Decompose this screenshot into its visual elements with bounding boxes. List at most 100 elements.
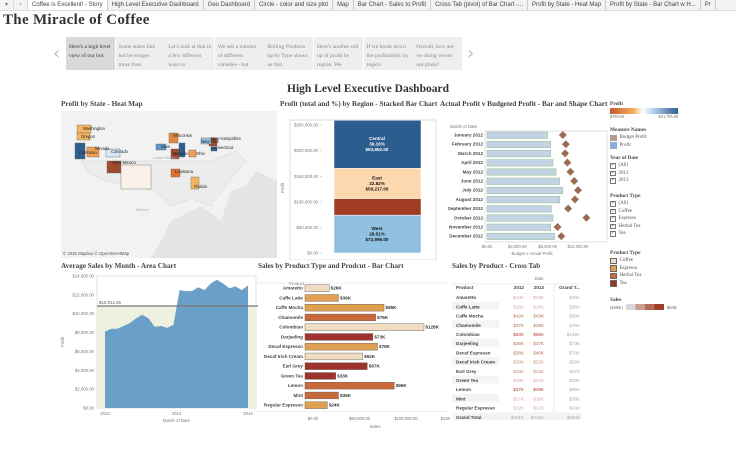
checkbox-checked-icon[interactable]: ✓	[610, 201, 616, 207]
budget-diamond[interactable]	[566, 167, 575, 176]
state-new-york[interactable]	[200, 137, 212, 145]
state-iowa[interactable]	[155, 143, 167, 151]
filter-option[interactable]: ✓ 2013	[610, 177, 638, 185]
sheet-tab[interactable]: Pr	[701, 0, 716, 10]
sheet-tab[interactable]: Map	[333, 0, 354, 10]
story-point[interactable]: We sell a number of different varieties …	[214, 37, 264, 70]
profit-bar[interactable]	[486, 131, 548, 139]
story-point[interactable]: Rolling Products up by Type shows us tha…	[264, 37, 314, 70]
legend-item[interactable]: Budget Profit	[610, 134, 647, 142]
area-chart[interactable]: $0.00 $2,000.00 $4,000.00 $6,000.00 $8,000.0…	[56, 272, 258, 432]
state-wisconsin[interactable]	[168, 132, 179, 144]
product-bar[interactable]	[304, 343, 378, 351]
state-colorado[interactable]	[105, 148, 121, 158]
sheet-tab[interactable]: Profit by State - Bar Chart w H...	[606, 0, 701, 10]
state-ohio[interactable]	[188, 149, 197, 158]
state-texas[interactable]	[120, 164, 152, 190]
product-bar[interactable]	[304, 294, 339, 302]
state-florida[interactable]	[190, 176, 200, 190]
checkbox-checked-icon[interactable]: ✓	[610, 223, 616, 229]
cross-tab[interactable]: Date Product 2012 2013 Grand T... Amaretto $13…	[450, 272, 610, 432]
checkbox-checked-icon[interactable]: ✓	[610, 231, 616, 237]
filter-option[interactable]: ✓ 2012	[610, 170, 638, 178]
profit-bar[interactable]	[486, 150, 551, 158]
budget-diamond[interactable]	[553, 223, 562, 231]
product-bar[interactable]	[304, 372, 336, 380]
sheet-tab[interactable]: Profit by State - Heat Map	[528, 0, 607, 10]
checkbox-checked-icon[interactable]: ✓	[610, 216, 616, 222]
story-point[interactable]: If we break down the profitability by re…	[363, 37, 413, 70]
product-bar[interactable]	[304, 304, 385, 312]
checkbox-checked-icon[interactable]: ✓	[610, 170, 616, 176]
profit-bar[interactable]	[486, 177, 561, 185]
profit-bar[interactable]	[486, 159, 554, 167]
legend-item[interactable]: Profit	[610, 142, 647, 150]
heat-map[interactable]: Washington Oregon CaliforniaNevadaColorado…	[61, 111, 277, 258]
checkbox-checked-icon[interactable]: ✓	[610, 178, 616, 184]
bar-segment-south[interactable]	[333, 198, 422, 216]
product-bar[interactable]	[304, 323, 425, 331]
profit-bar[interactable]	[486, 223, 551, 231]
filter-label: Herbal Tea	[618, 223, 641, 229]
profit-bar[interactable]	[486, 140, 551, 148]
sheet-tab[interactable]: Circle - color and size plot	[255, 0, 334, 10]
state-louisiana[interactable]	[170, 168, 181, 178]
filter-option[interactable]: ✓ Espresso	[610, 215, 640, 223]
sheet-tab[interactable]: Cross Tab (pivot) of Bar Chart -...	[431, 0, 529, 10]
state-nevada[interactable]	[86, 146, 100, 158]
filter-option[interactable]: ✓ (All)	[610, 162, 638, 170]
state-illinois[interactable]	[178, 142, 186, 158]
story-point[interactable]: Here's another roll up of profit by regi…	[314, 37, 363, 70]
bar-segment-central[interactable]	[333, 119, 422, 169]
product-bar[interactable]	[304, 382, 395, 390]
state-california[interactable]	[74, 142, 86, 160]
budget-diamond[interactable]	[570, 177, 579, 185]
budget-vs-actual-chart[interactable]: Month of Date January 2012 February 2012 Ma…	[440, 118, 608, 260]
state-oregon[interactable]	[76, 132, 91, 141]
checkbox-checked-icon[interactable]: ✓	[610, 163, 616, 169]
budget-diamond[interactable]	[561, 140, 570, 149]
tab-menu-icon[interactable]: ▾	[0, 0, 14, 10]
legend-item[interactable]: Coffee	[610, 257, 641, 265]
sheet-tab[interactable]: Bar Chart - Sales to Profit	[354, 0, 432, 10]
checkbox-checked-icon[interactable]: ✓	[610, 208, 616, 214]
filter-option[interactable]: ✓ Herbal Tea	[610, 223, 640, 231]
sheet-tab[interactable]: Geo Dashboard	[204, 0, 256, 10]
product-bar[interactable]	[304, 333, 374, 341]
profit-bar[interactable]	[486, 205, 552, 213]
bar-segment-east[interactable]	[333, 167, 422, 199]
state-connecticut[interactable]	[210, 146, 218, 152]
legend-item[interactable]: Tea	[610, 280, 641, 288]
area-series[interactable]	[105, 279, 248, 408]
bar-segment-west[interactable]	[333, 214, 422, 254]
budget-diamond[interactable]	[563, 158, 572, 167]
sheet-tab[interactable]: High Level Executive Dashboard	[108, 0, 204, 10]
product-bar[interactable]	[304, 401, 328, 409]
profit-bar[interactable]	[486, 168, 557, 176]
product-bar[interactable]	[304, 391, 339, 400]
tab-scroll-left-icon[interactable]: ‹	[14, 0, 28, 10]
story-point[interactable]: Some states like hot beverages more than	[115, 37, 165, 70]
filter-option[interactable]: ✓ (All)	[610, 200, 640, 208]
next-story-point-icon[interactable]: ›	[467, 43, 475, 64]
filter-option[interactable]: ✓ Coffee	[610, 208, 640, 216]
filter-option[interactable]: ✓ Tea	[610, 230, 640, 238]
year_filter-title: Year of Date	[610, 155, 639, 161]
stacked-bar-chart[interactable]: $0.00 $50,000.00 $100,000.00 $150,000.00 $20…	[280, 118, 438, 260]
legend-item[interactable]: Espresso	[610, 265, 641, 273]
profit-bar[interactable]	[486, 196, 561, 204]
story-point[interactable]: Overall, how are we doing verses our pla…	[413, 37, 463, 70]
profit-bar[interactable]	[486, 214, 554, 222]
sheet-tab[interactable]: Coffee is Excellent! - Story	[28, 0, 108, 10]
story-point[interactable]: Let's look at that in a few different wa…	[165, 37, 215, 70]
product-bar[interactable]	[304, 362, 368, 370]
product-bar[interactable]	[304, 284, 330, 292]
profit-bar[interactable]	[486, 186, 564, 194]
story-point[interactable]: Here's a high level view of our hot	[66, 37, 115, 70]
legend-item[interactable]: Herbal Tea	[610, 272, 641, 280]
product-bar[interactable]	[304, 313, 376, 322]
profit-bar[interactable]	[486, 232, 555, 240]
product-bar[interactable]	[304, 352, 363, 361]
previous-story-point-icon[interactable]: ‹	[53, 43, 61, 64]
